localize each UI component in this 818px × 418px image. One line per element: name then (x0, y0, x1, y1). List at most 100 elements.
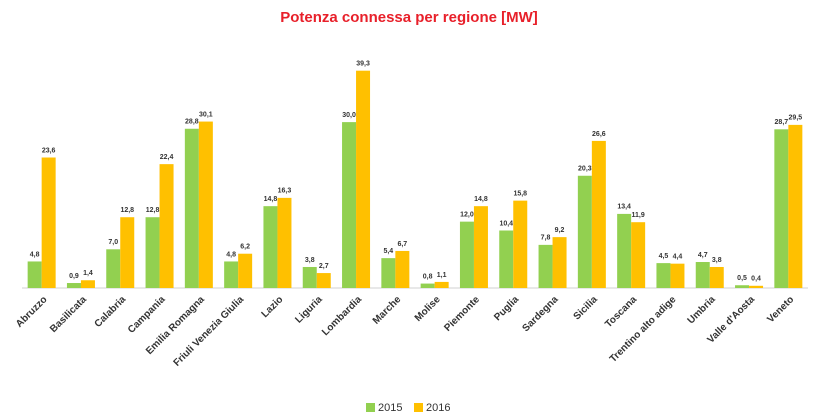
value-label: 4,5 (659, 253, 669, 260)
bar (80, 280, 95, 288)
bar (774, 129, 789, 288)
value-label: 14,8 (474, 196, 488, 203)
bar (27, 261, 42, 288)
value-label: 23,6 (42, 147, 56, 154)
bar (591, 140, 606, 288)
bar (66, 283, 81, 288)
legend-label: 2015 (378, 402, 402, 414)
value-label: 1,1 (437, 272, 447, 279)
value-label: 39,3 (356, 61, 370, 68)
value-label: 0,9 (69, 273, 79, 280)
value-label: 0,8 (423, 273, 433, 280)
bar (159, 164, 174, 288)
bar (184, 128, 199, 288)
bar (695, 262, 710, 288)
bar (342, 122, 357, 288)
bar (538, 244, 553, 288)
bar (709, 266, 724, 288)
bar (617, 213, 632, 288)
value-label: 13,4 (617, 204, 631, 211)
value-label: 7,8 (541, 235, 551, 242)
bar (420, 283, 435, 288)
value-label: 28,7 (775, 119, 789, 126)
bar (631, 222, 646, 288)
legend-swatch (366, 403, 375, 412)
value-label: 11,9 (632, 212, 645, 219)
value-label: 6,2 (240, 244, 250, 251)
bar (395, 250, 410, 288)
bar (238, 253, 253, 288)
x-tick-label: Molise (413, 294, 443, 324)
x-tick-label: Umbria (686, 294, 718, 326)
value-label: 9,2 (555, 227, 565, 234)
bar (513, 200, 528, 288)
value-label: 0,5 (737, 275, 747, 282)
bar (356, 70, 371, 288)
bar (381, 258, 396, 288)
bar (145, 217, 160, 288)
bar (434, 281, 449, 288)
value-label: 5,4 (383, 248, 393, 255)
value-label: 12,0 (460, 211, 474, 218)
legend-label: 2016 (426, 402, 450, 414)
bar (749, 285, 764, 288)
value-label: 16,3 (278, 188, 292, 195)
x-tick-label: Campania (126, 294, 168, 336)
bar (198, 121, 213, 288)
bar (316, 273, 331, 288)
bar (459, 221, 474, 288)
x-tick-label: Friuli Venezia Giulia (172, 294, 247, 369)
x-tick-label: Lombardia (320, 294, 364, 338)
bar (577, 175, 592, 288)
value-label: 4,8 (226, 251, 236, 258)
bar (656, 263, 671, 288)
bar (120, 217, 135, 288)
x-tick-label: Piemonte (442, 294, 482, 334)
value-label: 2,7 (319, 263, 329, 270)
x-tick-label: Lazio (260, 294, 286, 320)
value-label: 14,8 (264, 196, 278, 203)
value-label: 4,4 (673, 254, 683, 261)
value-label: 12,8 (146, 207, 160, 214)
x-tick-label: Marche (371, 294, 404, 327)
value-label: 29,5 (789, 115, 803, 122)
chart-title: Potenza connessa per regione [MW] (280, 9, 538, 26)
x-tick-label: Puglia (492, 294, 521, 323)
x-tick-label: Sardegna (521, 294, 561, 334)
value-label: 1,4 (83, 270, 93, 277)
value-label: 22,4 (160, 154, 174, 161)
value-label: 15,8 (513, 190, 527, 197)
bar (41, 157, 56, 288)
bar (552, 237, 567, 288)
bar (735, 285, 750, 288)
x-tick-label: Basilicata (48, 294, 89, 335)
value-label: 12,8 (120, 207, 134, 214)
value-label: 30,0 (342, 112, 356, 119)
value-label: 3,8 (712, 257, 722, 264)
bar (473, 206, 488, 288)
value-label: 10,4 (499, 220, 513, 227)
x-tick-label: Toscana (603, 294, 639, 330)
bar (670, 263, 685, 288)
value-label: 3,8 (305, 257, 315, 264)
bar (788, 124, 803, 288)
x-tick-label: Liguria (293, 294, 325, 326)
x-tick-label: Sicilia (572, 294, 601, 323)
value-label: 6,7 (397, 241, 407, 248)
x-tick-label: Abruzzo (14, 294, 50, 330)
value-label: 30,1 (199, 111, 213, 118)
value-label: 28,8 (185, 119, 199, 126)
value-label: 4,7 (698, 252, 708, 259)
bar (302, 266, 317, 288)
value-label: 26,6 (592, 131, 606, 138)
bar (277, 197, 292, 288)
legend-swatch (414, 403, 423, 412)
x-tick-label: Calabria (93, 294, 129, 330)
value-label: 20,3 (578, 166, 592, 173)
x-tick-label: Veneto (765, 294, 796, 325)
value-label: 0,4 (751, 276, 761, 283)
value-label: 4,8 (30, 251, 40, 258)
bar (499, 230, 514, 288)
x-tick-label: Trentino alto adige (608, 294, 679, 365)
